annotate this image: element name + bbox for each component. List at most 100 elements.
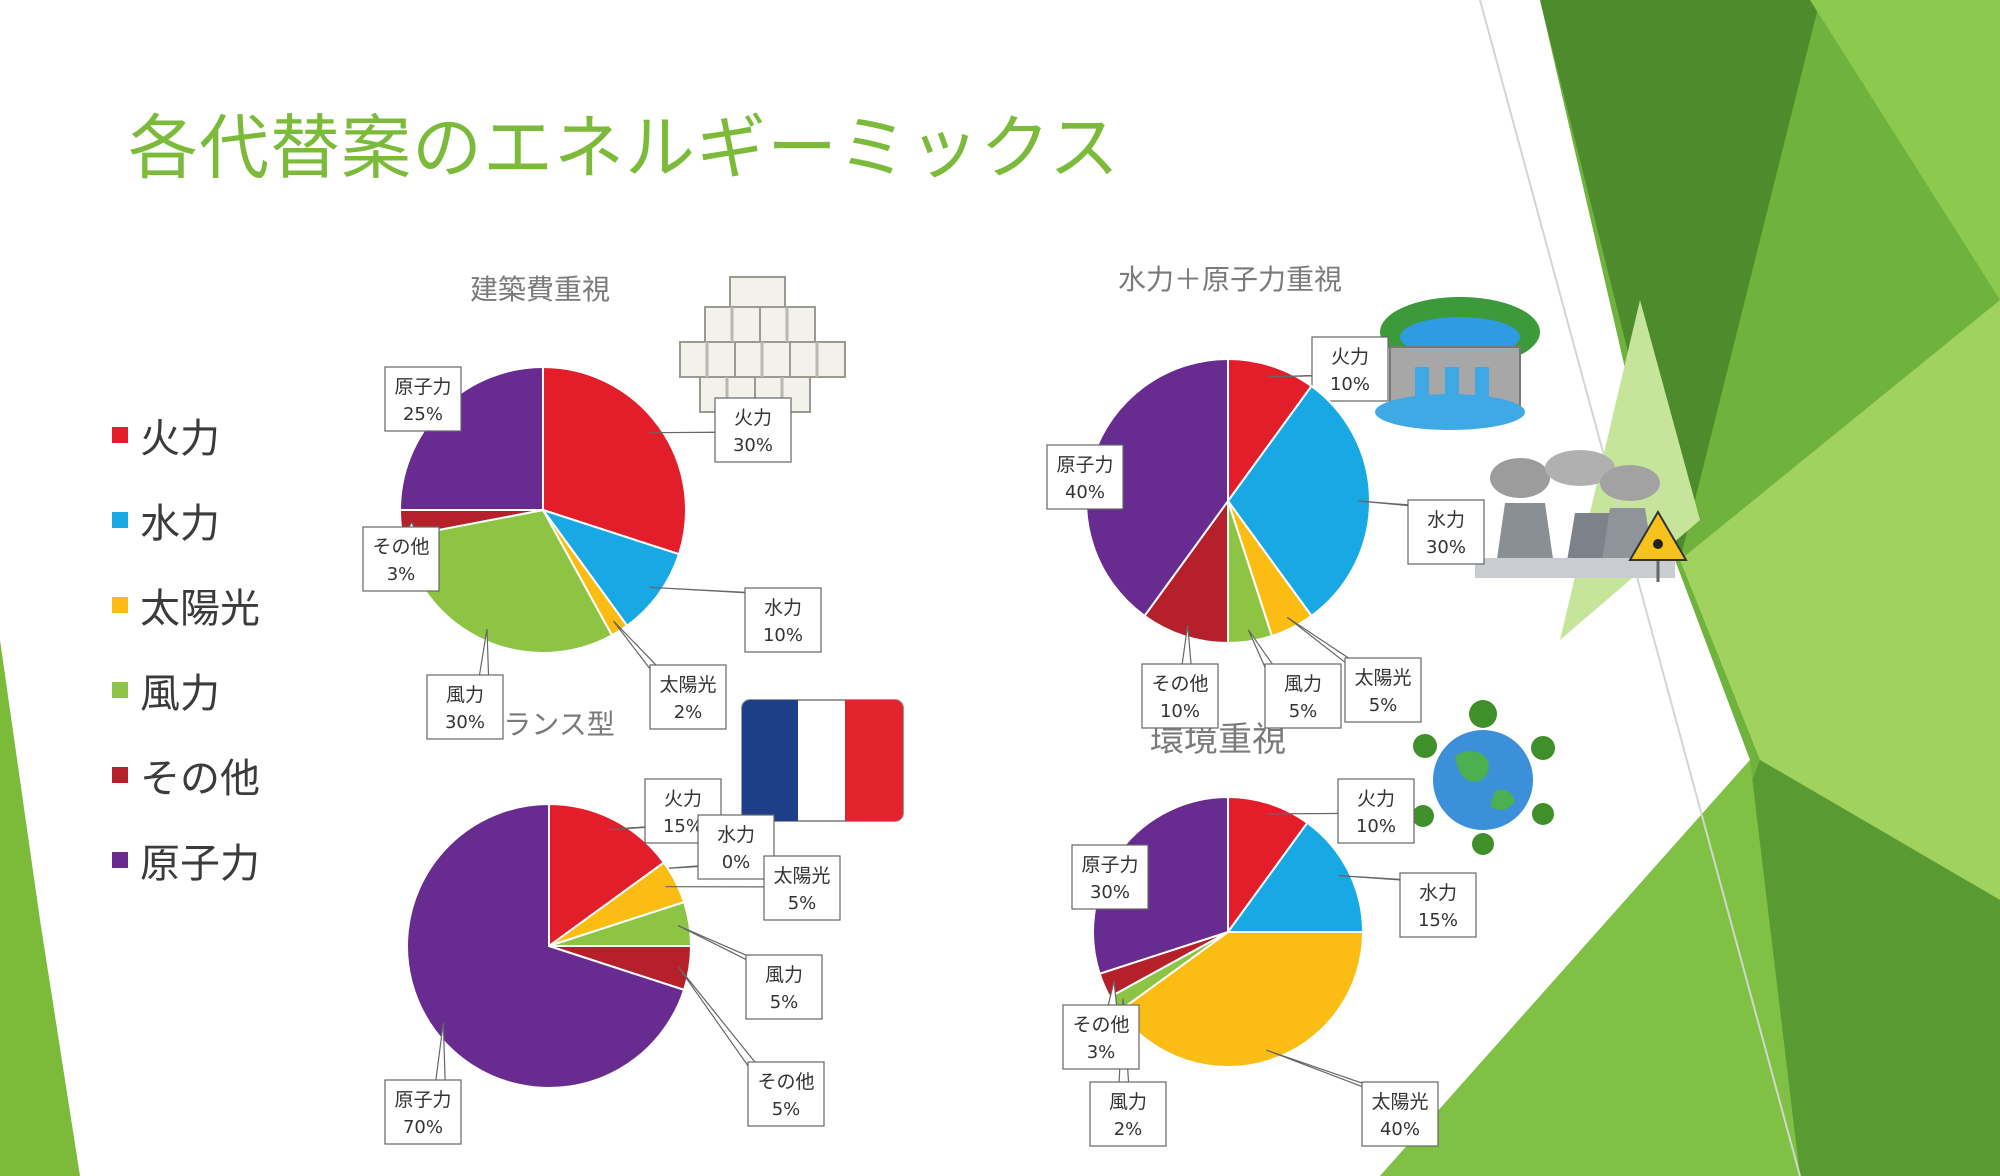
legend-item: 風力	[112, 647, 260, 732]
legend-item: 原子力	[112, 817, 260, 902]
slice-category-label: 風力	[1284, 673, 1322, 695]
callout-box	[1337, 778, 1415, 844]
slice-category-label: 火力	[1357, 788, 1395, 810]
slice-value-label: 10%	[763, 625, 803, 646]
slice-category-label: 太陽光	[1354, 667, 1411, 689]
callout-box	[1046, 444, 1124, 510]
callout-box	[1311, 336, 1389, 402]
slice-value-label: 5%	[788, 893, 817, 914]
legend-swatch	[112, 766, 128, 783]
slice-category-label: 太陽光	[659, 674, 716, 696]
slice-category-label: 水力	[764, 597, 802, 619]
slide-title: 各代替案のエネルギーミックス	[128, 107, 1120, 189]
callout-pointer	[1106, 981, 1118, 1010]
earth-trees-icon	[1412, 700, 1555, 855]
slice-value-label: 40%	[1380, 1119, 1420, 1140]
slice-value-label: 30%	[1426, 537, 1466, 558]
slice-value-label: 15%	[663, 816, 703, 837]
legend-item: その他	[112, 732, 260, 817]
callout-box	[426, 674, 504, 740]
slice-value-label: 25%	[403, 404, 443, 425]
pie-slice	[540, 508, 681, 628]
slice-category-label: 太陽光	[773, 865, 830, 887]
callout-pointer	[1358, 500, 1419, 507]
pie-slice	[1117, 931, 1365, 1068]
pie-slice	[548, 802, 666, 948]
slice-value-label: 2%	[1114, 1119, 1143, 1140]
callout-pointer	[1180, 625, 1193, 669]
slice-category-label: 風力	[446, 684, 484, 706]
slice-value-label: 3%	[1087, 1042, 1116, 1063]
pie-slice	[1226, 821, 1365, 933]
slice-category-label: 火力	[734, 407, 772, 429]
chart-title-hydro-nuclear: 水力＋原子力重視	[1117, 263, 1343, 296]
slice-value-label: 10%	[1160, 701, 1200, 722]
callout-box	[747, 1061, 825, 1127]
legend-item: 水力	[112, 477, 260, 562]
callout-box	[362, 526, 440, 592]
france-flag-icon	[741, 699, 904, 822]
legend-swatch	[112, 426, 128, 443]
slice-category-label: 水力	[717, 824, 755, 846]
pie-slice	[1227, 357, 1313, 505]
pie-chart-3: 火力 10% 水力 15% 太陽光 40% 風力 2% その他 3% 原子力 30%	[1062, 778, 1477, 1147]
callout-box	[1399, 872, 1477, 938]
slice-category-label: 水力	[1419, 882, 1457, 904]
pie-slice	[1226, 384, 1371, 618]
legend-swatch	[112, 596, 128, 613]
slice-category-label: その他	[1072, 1014, 1129, 1036]
dam-icon	[1375, 297, 1540, 430]
slice-category-label: 原子力	[1081, 854, 1138, 876]
callout-box	[1407, 499, 1485, 565]
slice-category-label: 火力	[1331, 346, 1369, 368]
callout-box	[744, 587, 822, 653]
callout-pointer	[677, 966, 760, 1068]
pie-chart-2: 火力 15% 水力 0% 太陽光 5% 風力 5% その他 5% 原子力 70%	[384, 778, 841, 1145]
pie-slice	[406, 802, 686, 1089]
slice-value-label: 30%	[1090, 882, 1130, 903]
legend-swatch	[112, 681, 128, 698]
nuclear-plant-icon	[1475, 450, 1675, 578]
slice-category-label: その他	[757, 1071, 814, 1093]
callout-box	[1062, 1004, 1140, 1070]
slice-value-label: 40%	[1065, 482, 1105, 503]
callout-pointer	[434, 1022, 446, 1085]
pie-slice	[1143, 497, 1229, 645]
slice-value-label: 15%	[1418, 910, 1458, 931]
slice-value-label: 10%	[1330, 374, 1370, 395]
callout-box	[1141, 663, 1219, 729]
callout-box	[1264, 663, 1342, 729]
slice-value-label: 2%	[674, 702, 703, 723]
slice-category-label: 火力	[664, 788, 702, 810]
slice-value-label: 30%	[445, 712, 485, 733]
callout-box	[763, 855, 841, 921]
slice-category-label: 太陽光	[1371, 1091, 1428, 1113]
slice-value-label: 0%	[722, 852, 751, 873]
legend-label: 原子力	[140, 840, 260, 887]
slice-category-label: 風力	[1109, 1091, 1147, 1113]
callout-pointer	[1286, 616, 1357, 664]
callout-pointer	[613, 620, 662, 671]
slice-value-label: 30%	[733, 435, 773, 456]
callout-box	[384, 1079, 462, 1145]
callout-pointer	[649, 586, 756, 594]
slice-category-label: 原子力	[394, 376, 451, 398]
legend-label: 太陽光	[140, 585, 260, 632]
chart-title-cost: 建築費重視	[469, 273, 611, 306]
callout-box	[1089, 1081, 1167, 1147]
slice-category-label: 風力	[765, 964, 803, 986]
legend-item: 太陽光	[112, 562, 260, 647]
pie-slice	[1227, 795, 1309, 936]
slice-category-label: 水力	[1427, 509, 1465, 531]
callout-pointer	[1338, 875, 1411, 881]
callout-pointer	[478, 628, 490, 680]
slice-value-label: 70%	[403, 1117, 443, 1138]
slice-value-label: 10%	[1356, 816, 1396, 837]
pie-chart-0: 火力 30% 水力 10% 太陽光 2% 風力 30% その他 3% 原子力 25%	[362, 365, 822, 740]
slice-category-label: 原子力	[394, 1089, 451, 1111]
callout-pointer	[1266, 1049, 1373, 1088]
callout-box	[745, 954, 823, 1020]
slice-category-label: その他	[372, 536, 429, 558]
